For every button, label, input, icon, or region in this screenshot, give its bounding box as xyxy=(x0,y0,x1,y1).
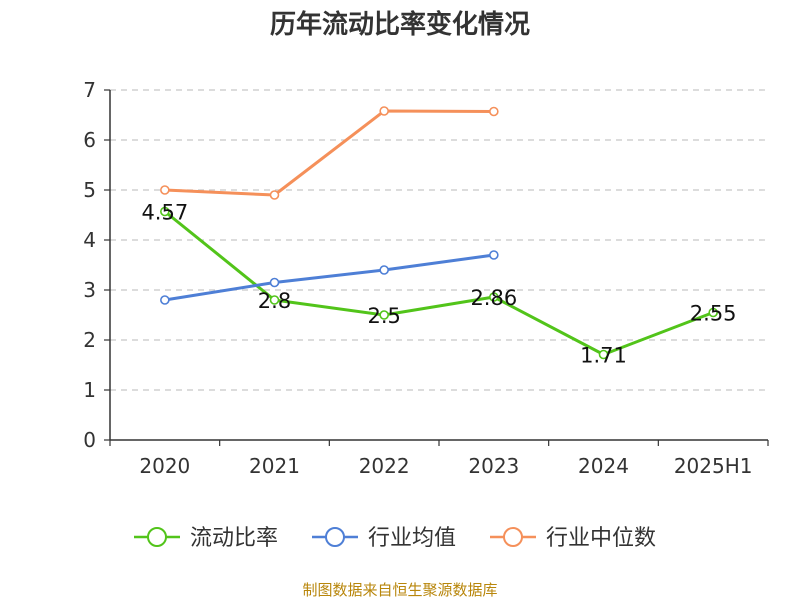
y-tick-label: 7 xyxy=(83,78,96,102)
data-point xyxy=(489,106,499,117)
legend-label: 行业均值 xyxy=(368,526,456,551)
y-tick-label: 4 xyxy=(83,228,96,252)
grid-lines xyxy=(110,89,768,391)
x-tick-label: 2022 xyxy=(359,454,410,478)
data-point xyxy=(269,190,280,200)
data-point xyxy=(489,250,499,260)
data-label: 2.5 xyxy=(367,304,400,328)
legend: 流动比率 行业均值 行业中位数 xyxy=(134,526,656,551)
legend-item[interactable]: 流动比率 xyxy=(134,526,278,551)
axes: 0 1 2 3 4 5 6 7 2020 2021 2022 2023 2024 2025H1 xyxy=(83,78,769,478)
data-label: 2.8 xyxy=(258,289,291,313)
y-tick-label: 3 xyxy=(83,278,96,302)
data-label: 4.57 xyxy=(141,201,188,225)
legend-label: 流动比率 xyxy=(190,526,278,551)
data-point xyxy=(489,292,499,302)
x-tick-label: 2023 xyxy=(468,454,519,478)
x-tick-label: 2025H1 xyxy=(674,454,753,478)
data-point xyxy=(598,349,609,360)
data-label: 2.86 xyxy=(470,286,517,310)
chart-title: 历年流动比率变化情况 xyxy=(269,10,530,40)
x-tick-label: 2021 xyxy=(249,454,300,478)
y-tick-label: 2 xyxy=(83,328,96,352)
x-tick-label: 2024 xyxy=(578,454,629,478)
legend-label: 行业中位数 xyxy=(546,526,656,551)
legend-item[interactable]: 行业中位数 xyxy=(490,526,656,551)
series-line xyxy=(163,210,714,356)
data-point xyxy=(160,206,170,217)
data-labels: 4.57 2.8 2.5 2.86 1.71 2.55 xyxy=(141,201,736,368)
data-point xyxy=(160,185,170,195)
series-line xyxy=(164,253,495,302)
data-point xyxy=(379,310,389,320)
data-point xyxy=(379,106,389,116)
series-line xyxy=(164,109,494,197)
data-point xyxy=(708,307,718,318)
data-label: 2.55 xyxy=(690,302,737,326)
y-tick-label: 0 xyxy=(83,428,96,452)
data-point xyxy=(269,295,280,305)
legend-item[interactable]: 行业均值 xyxy=(312,526,456,551)
legend-marker xyxy=(503,527,523,547)
series-lines xyxy=(160,106,718,360)
x-tick-label: 2020 xyxy=(139,454,190,478)
data-label: 1.71 xyxy=(580,344,627,368)
legend-marker xyxy=(147,527,167,547)
data-point xyxy=(269,277,280,288)
source-note: 制图数据来自恒生聚源数据库 xyxy=(302,581,498,599)
y-tick-label: 5 xyxy=(83,178,96,202)
legend-marker xyxy=(325,527,345,547)
y-tick-label: 6 xyxy=(83,128,96,152)
data-point xyxy=(160,295,170,305)
y-tick-label: 1 xyxy=(83,378,96,402)
data-point xyxy=(379,265,389,275)
